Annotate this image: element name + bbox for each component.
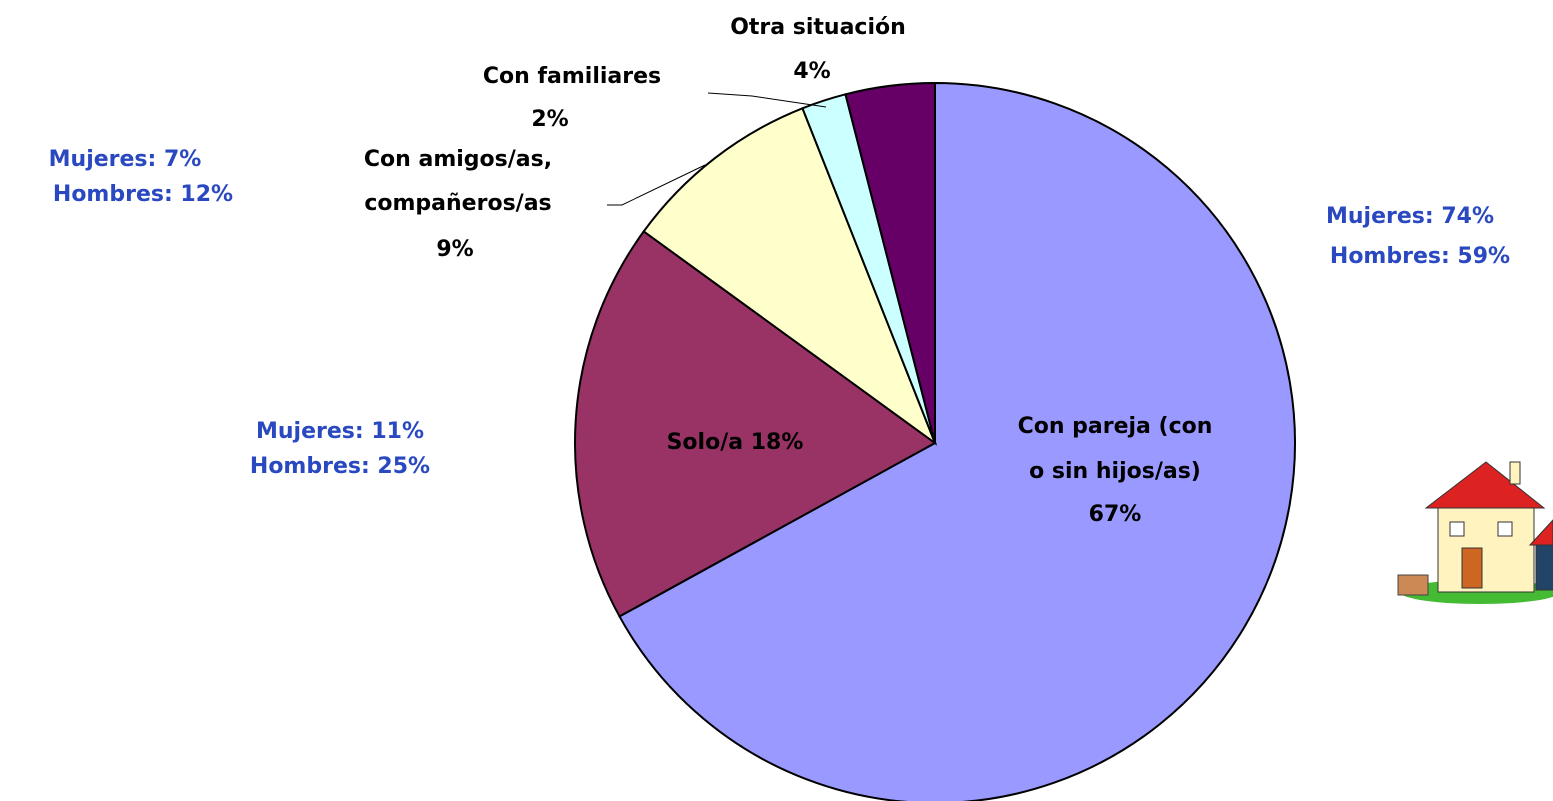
category-label: Con pareja (con xyxy=(1018,414,1213,439)
annotation: Hombres: 59% xyxy=(1330,244,1510,269)
leader-line xyxy=(707,92,827,108)
pie-slice xyxy=(618,81,1296,801)
slice-label: Solo/a 18% xyxy=(667,430,804,455)
value-label: 2% xyxy=(531,107,568,132)
category-label: compañeros/as xyxy=(364,191,551,216)
category-label: Otra situación xyxy=(730,15,906,40)
category-label: Con amigos/as, xyxy=(364,147,552,172)
pie-slice xyxy=(844,81,936,444)
annotation: Hombres: 25% xyxy=(250,454,430,479)
category-label: o sin hijos/as) xyxy=(1029,459,1201,484)
value-label: 67% xyxy=(1089,502,1142,527)
annotation: Mujeres: 11% xyxy=(256,419,424,444)
leader-line xyxy=(607,164,706,206)
value-label: 9% xyxy=(436,237,473,262)
pie-slice xyxy=(642,106,938,446)
annotation: Hombres: 12% xyxy=(53,182,233,207)
value-label: 18% xyxy=(751,430,804,455)
pie-slice xyxy=(574,229,937,618)
house-illustration xyxy=(1397,461,1553,604)
value-label: 4% xyxy=(793,59,830,84)
annotation: Mujeres: 7% xyxy=(49,147,202,172)
category-label: Solo/a xyxy=(667,430,744,455)
annotation: Mujeres: 74% xyxy=(1326,204,1494,229)
category-label: Con familiares xyxy=(483,64,661,89)
